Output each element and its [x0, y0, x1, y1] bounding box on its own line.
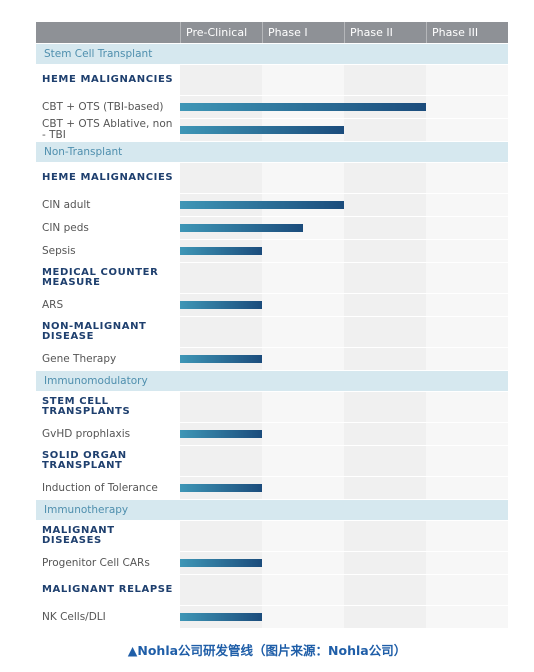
program-label: CIN peds	[42, 221, 89, 234]
caption: ▲Nohla公司研发管线（图片来源：Nohla公司）	[127, 643, 407, 658]
section-title: Immunotherapy	[36, 500, 508, 521]
group-title: MALIGNANT DISEASES	[42, 525, 115, 546]
group-row: SOLID ORGAN TRANSPLANT	[36, 446, 508, 477]
program-cell: CBT + OTS (TBI-based)	[36, 96, 180, 118]
program-label: Progenitor Cell CARs	[42, 556, 150, 569]
phase-cells	[180, 194, 508, 216]
group-row: NON-MALIGNANT DISEASE	[36, 317, 508, 348]
pipeline-table: Pre-Clinical Phase I Phase II Phase III Stem…	[36, 22, 508, 629]
program-cell: Gene Therapy	[36, 348, 180, 370]
program-row: ARS	[36, 294, 508, 317]
group-title: STEM CELL TRANSPLANTS	[42, 396, 131, 417]
phase-cells	[180, 446, 508, 476]
program-cell: ARS	[36, 294, 180, 316]
program-row: Progenitor Cell CARs	[36, 552, 508, 575]
program-cell: CBT + OTS Ablative, non - TBI	[36, 119, 180, 141]
progress-bar	[180, 247, 262, 255]
phase-cells	[180, 163, 508, 193]
group-row: HEME MALIGNANCIES	[36, 163, 508, 194]
program-cell: Progenitor Cell CARs	[36, 552, 180, 574]
group-row: MALIGNANT RELAPSE	[36, 575, 508, 606]
program-row: CBT + OTS (TBI-based)	[36, 96, 508, 119]
phase-cells	[180, 294, 508, 316]
section-title: Non-Transplant	[36, 142, 508, 163]
progress-bar	[180, 103, 426, 111]
group-title: MEDICAL COUNTER MEASURE	[42, 267, 159, 288]
group-title: HEME MALIGNANCIES	[42, 74, 174, 85]
progress-bar	[180, 355, 262, 363]
program-label: Sepsis	[42, 244, 76, 257]
group-row: STEM CELL TRANSPLANTS	[36, 392, 508, 423]
section-title: Stem Cell Transplant	[36, 44, 508, 65]
phase-cells	[180, 65, 508, 95]
phase-cells	[180, 477, 508, 499]
program-row: Sepsis	[36, 240, 508, 263]
program-cell: Induction of Tolerance	[36, 477, 180, 499]
program-cell: CIN peds	[36, 217, 180, 239]
program-cell: CIN adult	[36, 194, 180, 216]
header-row: Pre-Clinical Phase I Phase II Phase III	[36, 22, 508, 44]
phase-cells	[180, 423, 508, 445]
program-cell: GvHD prophlaxis	[36, 423, 180, 445]
phase-cells	[180, 348, 508, 370]
progress-bar	[180, 559, 262, 567]
program-row: GvHD prophlaxis	[36, 423, 508, 446]
program-label: ARS	[42, 298, 64, 311]
phase-label: Phase II	[344, 22, 426, 43]
progress-bar	[180, 484, 262, 492]
program-cell: NK Cells/DLI	[36, 606, 180, 628]
group-title: SOLID ORGAN TRANSPLANT	[42, 450, 127, 471]
program-label: CIN adult	[42, 198, 91, 211]
program-label: CBT + OTS Ablative, non - TBI	[42, 118, 173, 141]
group-row: MALIGNANT DISEASES	[36, 521, 508, 552]
phase-cells	[180, 392, 508, 422]
phase-cells	[180, 263, 508, 293]
program-row: CIN adult	[36, 194, 508, 217]
header-blank	[36, 22, 180, 43]
phase-cells	[180, 521, 508, 551]
phase-label: Phase I	[262, 22, 344, 43]
program-row: Induction of Tolerance	[36, 477, 508, 500]
phase-cells	[180, 575, 508, 605]
progress-bar	[180, 201, 344, 209]
section-title: Immunomodulatory	[36, 371, 508, 392]
group-title: NON-MALIGNANT DISEASE	[42, 321, 147, 342]
program-cell: Sepsis	[36, 240, 180, 262]
phase-label: Phase III	[426, 22, 508, 43]
phase-cells	[180, 96, 508, 118]
progress-bar	[180, 224, 303, 232]
phase-cells	[180, 317, 508, 347]
header-phases: Pre-Clinical Phase I Phase II Phase III	[180, 22, 508, 43]
group-row: MEDICAL COUNTER MEASURE	[36, 263, 508, 294]
program-label: NK Cells/DLI	[42, 610, 106, 623]
program-row: CIN peds	[36, 217, 508, 240]
program-row: CBT + OTS Ablative, non - TBI	[36, 119, 508, 142]
program-label: GvHD prophlaxis	[42, 427, 131, 440]
progress-bar	[180, 613, 262, 621]
program-label: CBT + OTS (TBI-based)	[42, 100, 164, 113]
phase-cells	[180, 552, 508, 574]
program-row: Gene Therapy	[36, 348, 508, 371]
progress-bar	[180, 430, 262, 438]
progress-bar	[180, 126, 344, 134]
phase-cells	[180, 606, 508, 628]
progress-bar	[180, 301, 262, 309]
group-title: HEME MALIGNANCIES	[42, 172, 174, 183]
program-label: Induction of Tolerance	[42, 481, 158, 494]
phase-label: Pre-Clinical	[180, 22, 262, 43]
program-row: NK Cells/DLI	[36, 606, 508, 629]
group-title: MALIGNANT RELAPSE	[42, 584, 173, 595]
program-label: Gene Therapy	[42, 352, 117, 365]
phase-cells	[180, 240, 508, 262]
group-row: HEME MALIGNANCIES	[36, 65, 508, 96]
phase-cells	[180, 119, 508, 141]
phase-cells	[180, 217, 508, 239]
